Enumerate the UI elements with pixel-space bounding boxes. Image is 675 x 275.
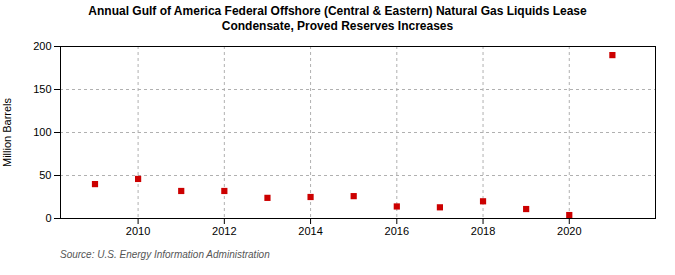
svg-text:200: 200 [33, 40, 51, 52]
html-text:Source: U.S. Energy Informatio: Source: U.S. Energy Information Administ… [60, 249, 270, 260]
svg-text:2014: 2014 [298, 225, 322, 237]
html-text:Annual Gulf of America Federal: Annual Gulf of America Federal Offshore … [88, 4, 587, 33]
svg-text:2016: 2016 [385, 225, 409, 237]
svg-text:0: 0 [45, 212, 51, 224]
svg-text:50: 50 [39, 169, 51, 181]
svg-text:2018: 2018 [471, 225, 495, 237]
svg-text:2010: 2010 [126, 225, 150, 237]
svg-text:100: 100 [33, 126, 51, 138]
svg-text:Million Barrels: Million Barrels [1, 97, 13, 167]
svg-text:2020: 2020 [557, 225, 581, 237]
svg-text:2012: 2012 [212, 225, 236, 237]
svg-text:150: 150 [33, 83, 51, 95]
